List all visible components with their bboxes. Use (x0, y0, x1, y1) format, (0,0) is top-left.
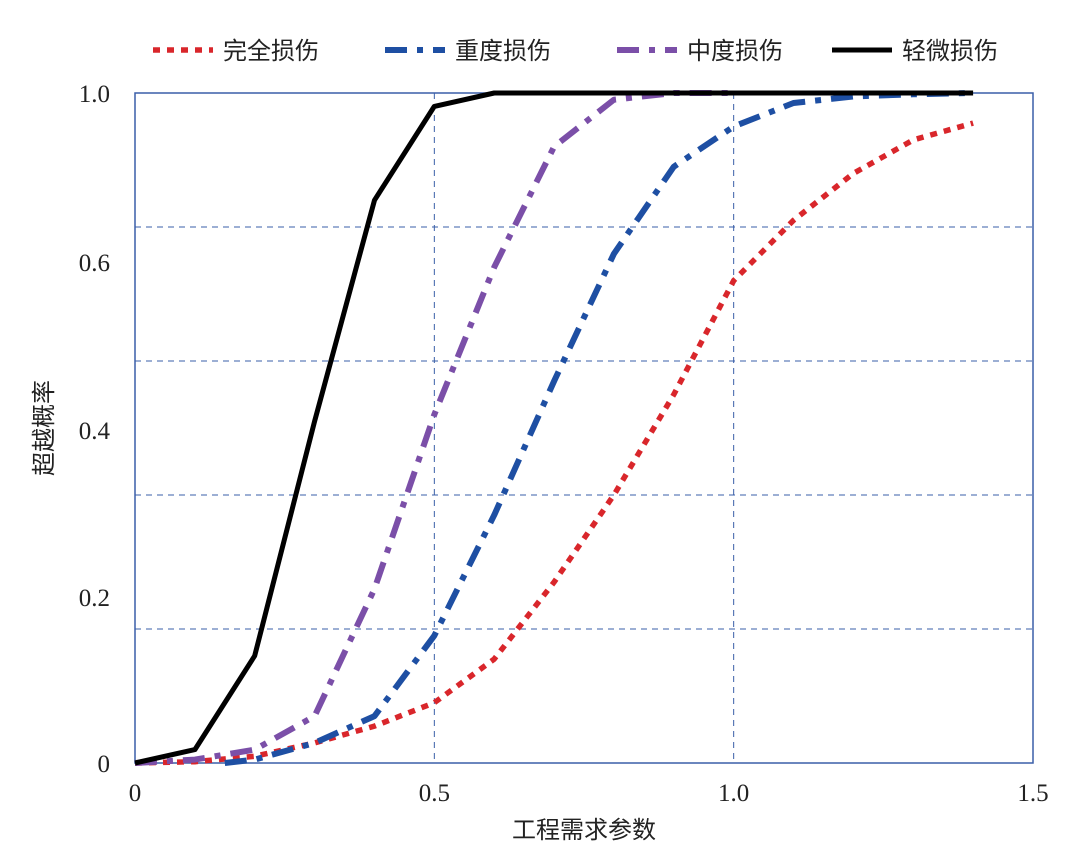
y-tick-label: 0 (98, 751, 111, 778)
y-axis-title: 超越概率 (30, 380, 58, 476)
plot-frame (134, 92, 1034, 764)
y-tick-label: 1.0 (79, 81, 110, 108)
series-line-1 (224, 90, 974, 766)
series-line-2 (134, 90, 734, 766)
legend-label-0: 完全损伤 (223, 37, 319, 65)
x-tick-label: 1.0 (718, 780, 749, 807)
y-tick-labels: 0 0.2 0.4 0.6 1.0 (79, 81, 111, 778)
series-group (134, 90, 974, 766)
series-line-3 (134, 90, 974, 766)
legend-label-2: 中度损伤 (687, 37, 783, 65)
x-tick-label: 0.5 (419, 780, 450, 807)
series-line-0 (134, 120, 974, 766)
x-tick-label: 1.5 (1017, 780, 1048, 807)
y-tick-label: 0.4 (79, 418, 111, 445)
x-tick-labels: 0 0.5 1.0 1.5 (129, 780, 1049, 807)
legend-label-1: 重度损伤 (455, 37, 551, 65)
x-tick-label: 0 (129, 780, 142, 807)
y-tick-label: 0.6 (79, 250, 110, 277)
grid (135, 93, 1033, 763)
legend-label-3: 轻微损伤 (902, 37, 998, 65)
legend: 完全损伤 重度损伤 中度损伤 轻微损伤 (153, 37, 998, 65)
y-tick-label: 0.2 (79, 585, 110, 612)
x-axis-title: 工程需求参数 (512, 816, 656, 844)
